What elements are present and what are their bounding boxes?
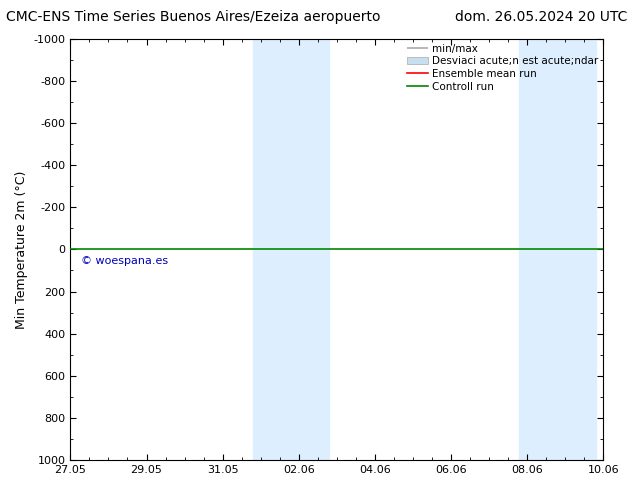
Y-axis label: Min Temperature 2m (°C): Min Temperature 2m (°C)	[15, 170, 28, 329]
Bar	[519, 39, 595, 460]
Text: CMC-ENS Time Series Buenos Aires/Ezeiza aeropuerto: CMC-ENS Time Series Buenos Aires/Ezeiza …	[6, 10, 381, 24]
Text: © woespana.es: © woespana.es	[81, 256, 168, 266]
Bar	[253, 39, 329, 460]
Legend: min/max, Desviaci acute;n est acute;ndar, Ensemble mean run, Controll run: min/max, Desviaci acute;n est acute;ndar…	[404, 41, 601, 95]
Text: dom. 26.05.2024 20 UTC: dom. 26.05.2024 20 UTC	[455, 10, 628, 24]
